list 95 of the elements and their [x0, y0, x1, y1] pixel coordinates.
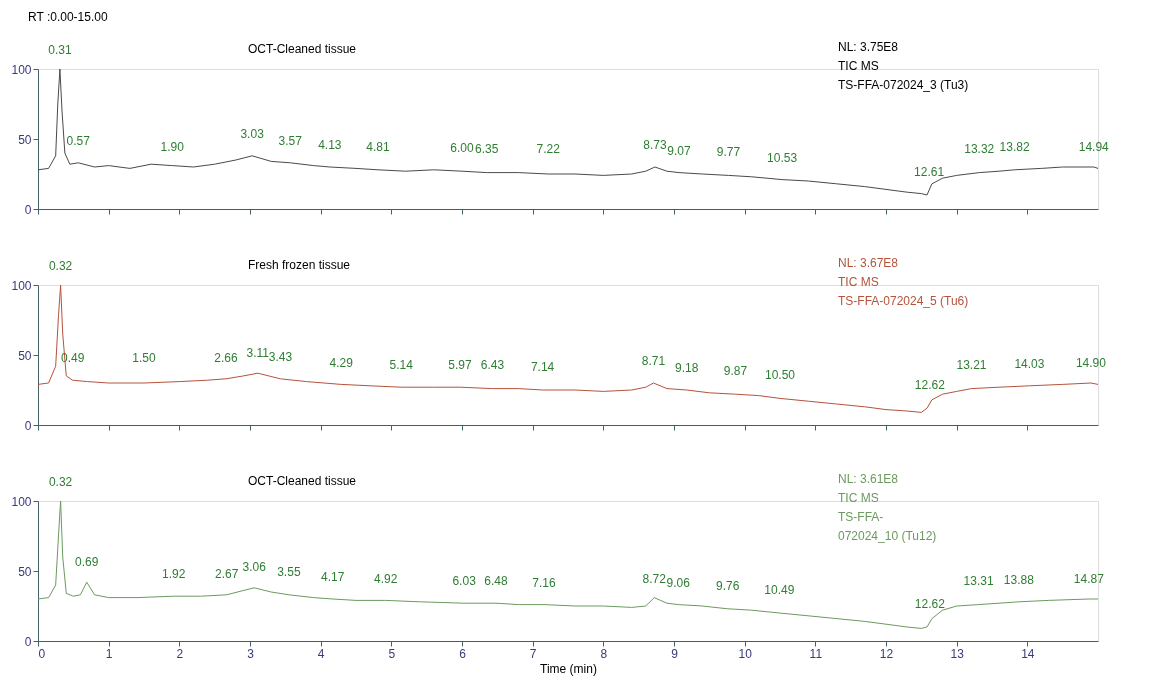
annotation: 5.97	[448, 358, 472, 373]
x-tick-label: 4	[317, 646, 325, 661]
annotation: 8.72	[642, 571, 667, 586]
annotation: 14.94	[1078, 139, 1110, 154]
annotation: 3.43	[268, 350, 293, 364]
annotation: 9.07	[667, 143, 691, 158]
annotation: 13.88	[1003, 573, 1035, 587]
y-tick-label: 50	[18, 564, 32, 579]
x-tick-label: 8	[600, 646, 608, 661]
annotation: 9.06	[666, 575, 691, 590]
annotation: 6.43	[480, 358, 505, 373]
x-tick-label: 6	[459, 646, 467, 661]
annotation: TIC MS	[838, 491, 879, 505]
annotation: 9.18	[675, 361, 699, 376]
x-tick-label: 14	[1021, 646, 1035, 661]
y-tick-label: 100	[11, 62, 32, 77]
annotation: TS-FFA-	[838, 510, 884, 524]
x-tick-label: 3	[247, 646, 255, 661]
annotation: 072024_10 (Tu12)	[838, 529, 937, 543]
annotation: 13.32	[964, 142, 995, 157]
annotation: 7.14	[530, 359, 555, 374]
annotation: 6.48	[484, 574, 508, 589]
y-tick-label: 0	[24, 418, 32, 433]
x-tick-label: 12	[879, 646, 894, 661]
x-axis-title: Time (min)	[540, 661, 597, 676]
x-tick-label: 1	[105, 646, 113, 661]
annotation: 4.17	[321, 570, 345, 585]
annotation: 3.55	[277, 564, 301, 579]
chart-title: Fresh frozen tissue	[248, 258, 351, 272]
annotation: 3.11	[246, 345, 270, 360]
annotation: 10.49	[764, 582, 795, 597]
annotation: 12.61	[914, 164, 945, 179]
x-tick-label: 10	[738, 646, 753, 661]
annotation: 0.57	[66, 134, 91, 148]
chart-title: OCT-Cleaned tissue	[248, 42, 357, 56]
annotation: 13.31	[963, 574, 994, 589]
annotation: 13.82	[999, 139, 1030, 154]
y-tick-label: 100	[11, 494, 32, 509]
annotation: 6.00	[450, 141, 474, 155]
x-tick-label: 7	[529, 646, 537, 661]
annotation: 2.66	[214, 351, 238, 366]
annotation: 4.13	[318, 138, 342, 153]
text: RT :0.00-15.00	[28, 10, 108, 24]
annotation: 3.06	[242, 560, 267, 575]
annotation: 4.92	[374, 571, 398, 586]
x-tick-label: 11	[809, 646, 823, 661]
annotation: 8.73	[643, 138, 667, 153]
annotation: 4.29	[329, 355, 354, 370]
annotation: 8.71	[641, 354, 666, 369]
annotation: 14.90	[1075, 355, 1107, 370]
annotation: 12.62	[914, 378, 946, 392]
text: NL: 3.61E8	[838, 472, 899, 486]
annotation: 6.35	[475, 142, 499, 157]
annotation: 3.03	[240, 127, 265, 141]
annotation: 0.69	[75, 554, 99, 569]
annotation: 0.32	[48, 475, 73, 489]
annotation: 12.62	[914, 596, 946, 611]
text: NL: 3.75E8	[838, 40, 899, 54]
chart-title: OCT-Cleaned tissue	[248, 474, 357, 488]
annotation: 7.16	[532, 575, 556, 590]
annotation: 13.21	[956, 358, 987, 373]
annotation: 9.76	[716, 578, 740, 593]
annotation: 5.14	[389, 358, 414, 373]
y-tick-label: 0	[24, 202, 32, 217]
text: NL: 3.67E8	[838, 256, 899, 270]
annotation: 6.03	[452, 574, 477, 589]
annotation: 10.53	[767, 150, 798, 165]
annotation: 9.87	[723, 364, 748, 378]
x-tick-label: 2	[176, 646, 184, 661]
x-tick-label: 0	[38, 646, 46, 661]
annotation: 9.77	[716, 145, 741, 160]
annotation: TS-FFA-072024_5 (Tu6)	[838, 294, 969, 308]
annotation: TS-FFA-072024_3 (Tu3)	[838, 78, 969, 92]
annotation: 10.50	[764, 368, 796, 383]
x-tick-label: 5	[388, 646, 396, 661]
annotation: 3.57	[278, 134, 303, 148]
annotation: 1.50	[132, 351, 156, 366]
x-tick-label: 13	[950, 646, 965, 661]
x-tick-label: 9	[671, 646, 679, 661]
annotation: 14.03	[1014, 357, 1045, 371]
annotation: 14.87	[1073, 571, 1105, 586]
annotation: 2.67	[215, 567, 239, 582]
annotation: 1.92	[162, 567, 186, 582]
annotation: 7.22	[536, 142, 561, 157]
annotation: 4.81	[366, 139, 390, 154]
annotation: TIC MS	[838, 275, 879, 289]
annotation: 0.32	[48, 259, 73, 273]
y-tick-label: 0	[24, 634, 32, 649]
annotation: TIC MS	[838, 59, 879, 73]
annotation: 0.49	[60, 351, 85, 366]
y-tick-label: 100	[11, 278, 32, 293]
annotation: 1.90	[160, 139, 185, 154]
y-tick-label: 50	[18, 348, 32, 363]
annotation: 0.31	[48, 43, 72, 57]
y-tick-label: 50	[18, 132, 32, 147]
